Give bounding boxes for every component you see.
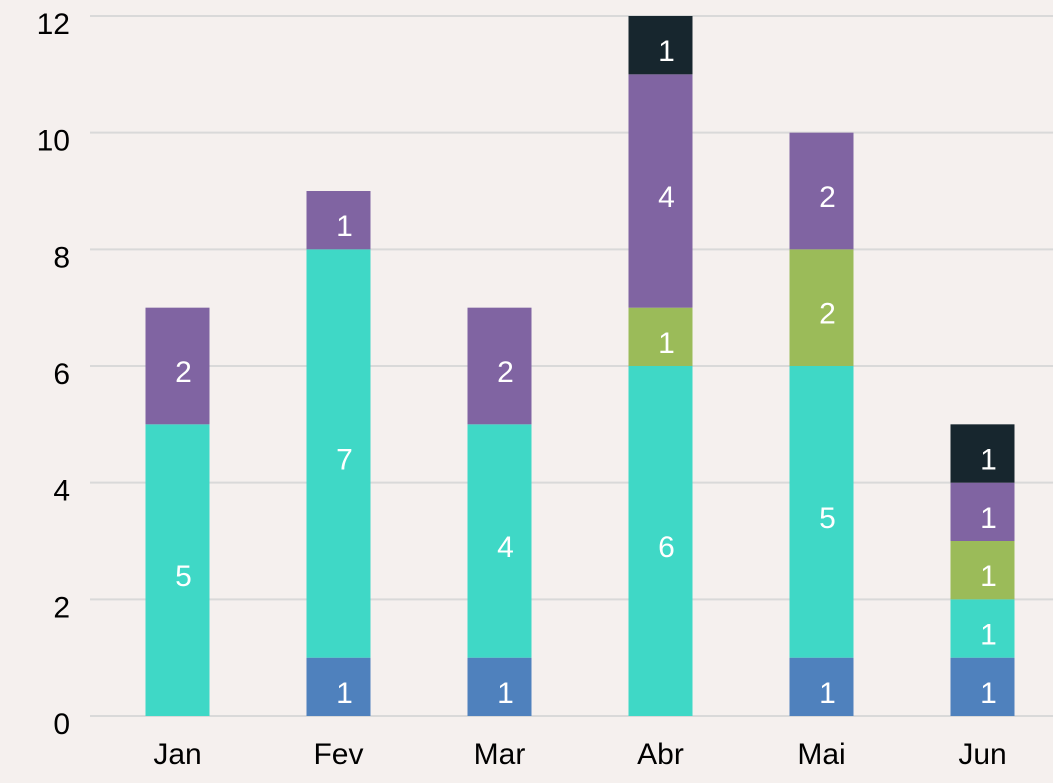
bar-segment [950,541,1015,600]
data-label: 2 [497,356,514,389]
data-label: 1 [658,35,675,68]
x-tick-label: Jun [958,738,1006,771]
data-label: 4 [497,531,514,564]
bar-segment [950,657,1015,716]
data-label: 1 [336,677,353,710]
bar-segment [467,307,532,425]
data-label: 1 [980,502,997,535]
x-tick-label: Fev [313,738,363,771]
y-tick-label: 0 [53,708,70,741]
data-label: 1 [336,210,353,243]
data-label: 7 [336,443,353,476]
bar-segment [628,74,693,308]
bar-segment [950,482,1015,541]
data-label: 1 [819,677,836,710]
bar-segment [628,366,693,716]
bar-segment [306,249,371,658]
bar-segment [789,132,854,250]
bar-segment [950,424,1015,483]
y-tick-label: 10 [37,125,70,158]
bar-segment [145,424,210,716]
data-label: 6 [658,531,675,564]
data-label: 1 [980,443,997,476]
data-label: 1 [658,327,675,360]
data-label: 5 [819,502,836,535]
x-tick-label: Mai [797,738,845,771]
bar-segment [306,191,371,250]
bar-segment [628,307,693,366]
bar-segment [145,307,210,425]
data-label: 1 [980,618,997,651]
x-tick-label: Abr [637,738,684,771]
y-tick-label: 6 [53,358,70,391]
y-tick-label: 2 [53,591,70,624]
bar-segment [789,657,854,716]
bar-segment [467,424,532,658]
data-label: 4 [658,181,675,214]
y-tick-label: 12 [37,8,70,41]
data-label: 1 [980,677,997,710]
bar-segment [306,657,371,716]
x-tick-label: Jan [153,738,201,771]
y-tick-label: 8 [53,241,70,274]
bar-segment [789,249,854,366]
data-label: 1 [980,560,997,593]
data-label: 2 [819,298,836,331]
bar-segment [950,599,1015,658]
bar-segment [789,366,854,658]
bar-segment [628,16,693,75]
y-tick-label: 4 [53,475,70,508]
x-tick-label: Mar [474,738,526,771]
bar-segment [467,657,532,716]
data-label: 5 [175,560,192,593]
data-label: 2 [175,356,192,389]
data-label: 2 [819,181,836,214]
data-label: 1 [497,677,514,710]
